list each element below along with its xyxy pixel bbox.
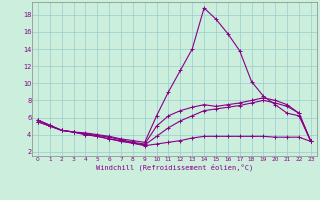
X-axis label: Windchill (Refroidissement éolien,°C): Windchill (Refroidissement éolien,°C)	[96, 164, 253, 171]
